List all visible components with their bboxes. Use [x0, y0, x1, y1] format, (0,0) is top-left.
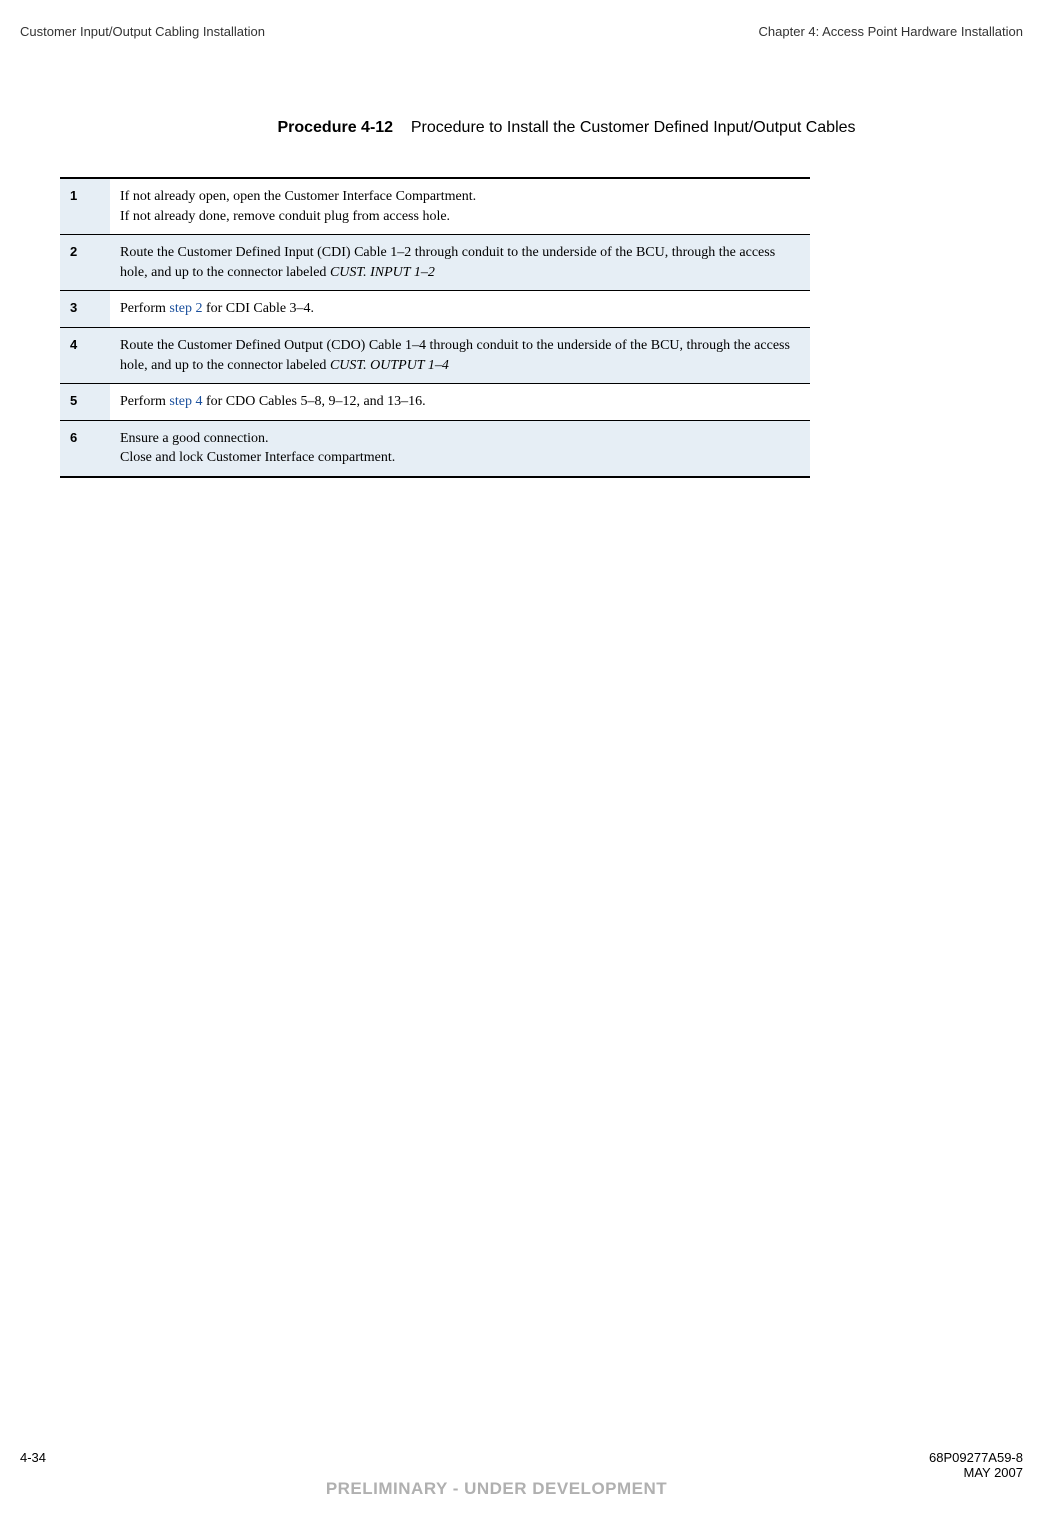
page-header: Customer Input/Output Cabling Installati…: [20, 24, 1023, 39]
table-row: 6Ensure a good connection.Close and lock…: [60, 420, 810, 477]
header-right: Chapter 4: Access Point Hardware Install…: [759, 24, 1023, 39]
footer-preliminary: PRELIMINARY - UNDER DEVELOPMENT: [110, 1479, 883, 1499]
table-row: 4Route the Customer Defined Output (CDO)…: [60, 327, 810, 383]
procedure-title: Procedure 4-12 Procedure to Install the …: [20, 119, 1023, 137]
table-row: 1If not already open, open the Customer …: [60, 178, 810, 235]
step-number: 3: [60, 291, 110, 328]
procedure-table: 1If not already open, open the Customer …: [60, 177, 810, 478]
step-text: Ensure a good connection.Close and lock …: [110, 420, 810, 477]
step-text: Perform step 4 for CDO Cables 5–8, 9–12,…: [110, 384, 810, 421]
table-row: 5Perform step 4 for CDO Cables 5–8, 9–12…: [60, 384, 810, 421]
step-cross-reference-link[interactable]: step 2: [169, 301, 202, 316]
step-number: 6: [60, 420, 110, 477]
step-text: If not already open, open the Customer I…: [110, 178, 810, 235]
step-number: 2: [60, 235, 110, 291]
header-left: Customer Input/Output Cabling Installati…: [20, 24, 265, 39]
footer-doc-number: 68P09277A59-8: [883, 1450, 1023, 1465]
step-cross-reference-link[interactable]: step 4: [169, 394, 202, 409]
step-text: Route the Customer Defined Output (CDO) …: [110, 327, 810, 383]
footer-date: MAY 2007: [883, 1465, 1023, 1499]
table-row: 3Perform step 2 for CDI Cable 3–4.: [60, 291, 810, 328]
step-number: 5: [60, 384, 110, 421]
step-text: Perform step 2 for CDI Cable 3–4.: [110, 291, 810, 328]
step-text: Route the Customer Defined Input (CDI) C…: [110, 235, 810, 291]
step-number: 1: [60, 178, 110, 235]
page-footer: 4-34 68P09277A59-8 PRELIMINARY - UNDER D…: [20, 1450, 1023, 1499]
procedure-name: Procedure to Install the Customer Define…: [411, 119, 856, 136]
connector-label: CUST. OUTPUT 1–4: [330, 358, 449, 373]
connector-label: CUST. INPUT 1–2: [330, 265, 435, 280]
table-row: 2Route the Customer Defined Input (CDI) …: [60, 235, 810, 291]
procedure-label: Procedure 4-12: [277, 119, 393, 136]
step-number: 4: [60, 327, 110, 383]
footer-page-number: 4-34: [20, 1450, 110, 1465]
